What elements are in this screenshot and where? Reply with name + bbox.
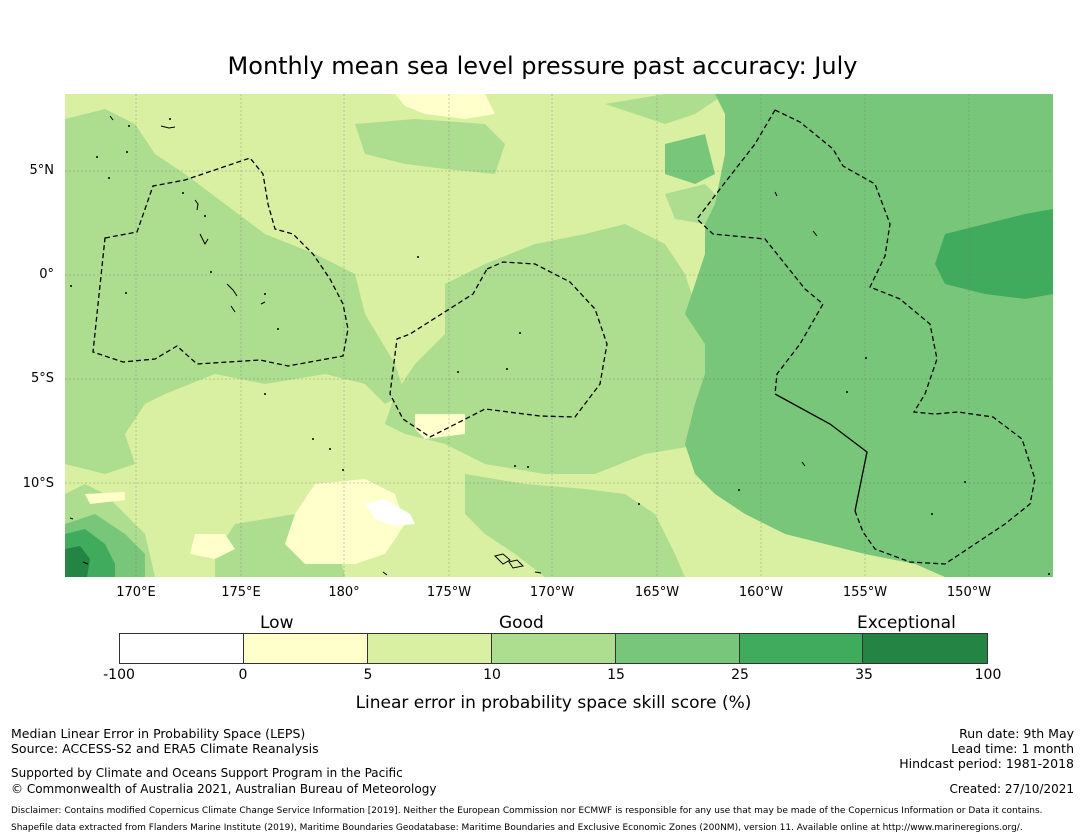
eez-solid-boundary (774, 393, 868, 512)
colorbar-tick: 15 (607, 667, 625, 683)
map-title: Monthly mean sea level pressure past acc… (227, 52, 858, 80)
legend-category-low: Low (260, 613, 294, 633)
colorbar-tick: 25 (731, 667, 749, 683)
colorbar-segment-good (492, 634, 616, 663)
colorbar-tick: 0 (238, 667, 248, 683)
skill-region-lowest (365, 499, 415, 526)
lat-label-10s: 10°S (22, 476, 54, 491)
lon-label-170w: 170°W (529, 585, 575, 600)
eez-boundaries (92, 109, 1036, 565)
footer-copyright: © Commonwealth of Australia 2021, Austra… (11, 782, 437, 796)
lat-label-0: 0° (39, 267, 54, 282)
colorbar-tick: 10 (483, 667, 501, 683)
colorbar (119, 633, 988, 664)
colorbar-tick: 100 (974, 667, 1002, 683)
skill-map (65, 94, 1053, 577)
footer-created: Created: 27/10/2021 (949, 782, 1074, 796)
colorbar-segment-low (243, 634, 369, 663)
legend-category-exceptional: Exceptional (857, 613, 956, 633)
footer-hindcast: Hindcast period: 1981-2018 (899, 756, 1074, 771)
footer-lead-time: Lead time: 1 month (951, 741, 1074, 756)
colorbar-segment-very-good (615, 634, 740, 663)
skill-region-exceptional (65, 546, 90, 577)
colorbar-tick: 5 (363, 667, 373, 683)
footer-support: Supported by Climate and Oceans Support … (11, 766, 403, 780)
lon-label-175w: 175°W (426, 585, 472, 600)
lon-label-180: 180° (328, 585, 360, 600)
island-dots (70, 118, 1050, 575)
lon-label-150w: 150°W (946, 585, 992, 600)
lon-label-175e: 175°E (221, 585, 261, 600)
colorbar-segment-high (739, 634, 864, 663)
legend-category-good: Good (499, 613, 544, 633)
footer-disclaimer: Disclaimer: Contains modified Copernicus… (11, 806, 1043, 816)
footer-run-date: Run date: 9th May (959, 726, 1074, 741)
skill-region-low (85, 94, 495, 564)
colorbar-axis-label: Linear error in probability space skill … (355, 693, 752, 713)
colorbar-segment-exceptional (863, 634, 988, 663)
lat-label-5n: 5°N (29, 163, 55, 178)
footer-source: Source: ACCESS-S2 and ERA5 Climate Reana… (11, 741, 319, 756)
footer-method: Median Linear Error in Probability Space… (11, 726, 306, 741)
colorbar-tick: 35 (855, 667, 873, 683)
graticule (65, 94, 1053, 577)
colorbar-segment-lowest (120, 634, 244, 663)
island-coastlines (69, 115, 818, 576)
lon-label-165w: 165°W (634, 585, 680, 600)
footer-shapefile: Shapefile data extracted from Flanders M… (11, 823, 1023, 833)
colorbar-tick: -100 (103, 667, 135, 683)
colorbar-segment-fair (368, 634, 493, 663)
lat-label-5s: 5°S (30, 371, 54, 386)
lon-label-170e: 170°E (116, 585, 156, 600)
lon-label-160w: 160°W (738, 585, 784, 600)
lon-label-155w: 155°W (842, 585, 888, 600)
